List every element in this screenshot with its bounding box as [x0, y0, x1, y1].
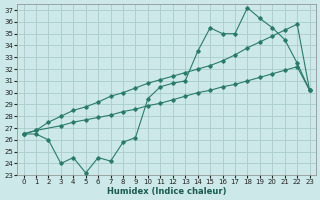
X-axis label: Humidex (Indice chaleur): Humidex (Indice chaleur) [107, 187, 226, 196]
